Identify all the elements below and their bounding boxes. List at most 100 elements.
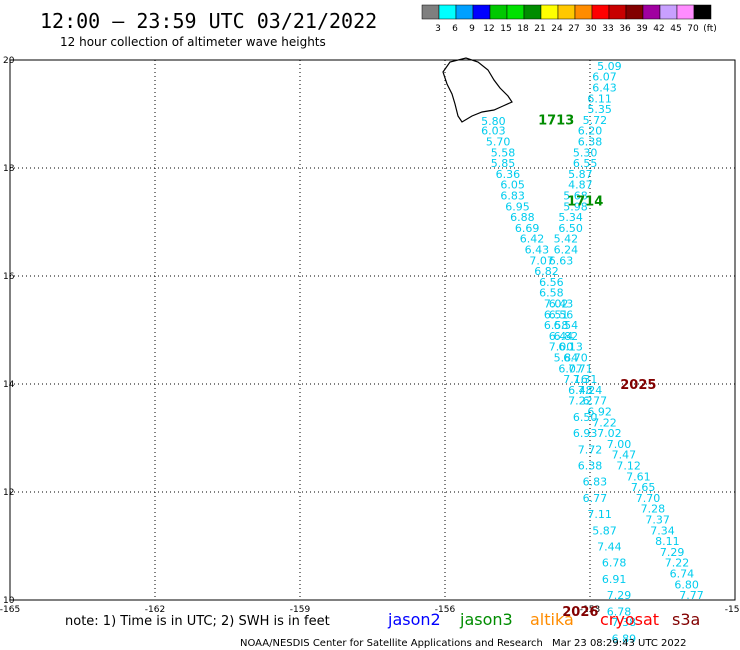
swh-point: 6.11 xyxy=(587,92,612,105)
swh-point: 5.72 xyxy=(583,114,608,127)
swh-point: 7.37 xyxy=(645,514,670,527)
track-label: 1714 xyxy=(567,194,603,209)
swh-point: 6.93 xyxy=(573,427,598,440)
x-tick-label: -156 xyxy=(435,605,456,615)
swh-point: 6.36 xyxy=(496,168,521,181)
colorbar-label: 12 xyxy=(483,24,494,34)
footer-note: note: 1) Time is in UTC; 2) SWH is in fe… xyxy=(65,614,330,629)
swh-point: 6.05 xyxy=(500,179,525,192)
colorbar-swatch xyxy=(659,4,678,20)
swh-point: 6.43 xyxy=(525,244,550,257)
swh-point: 7.31 xyxy=(573,373,598,386)
swh-point: 6.56 xyxy=(539,276,564,289)
y-tick-label: 14 xyxy=(3,380,15,390)
swh-point: 6.43 xyxy=(592,82,617,95)
swh-point: 6.74 xyxy=(670,568,695,581)
swh-point: 6.78 xyxy=(607,605,632,618)
island-outline xyxy=(442,57,513,123)
swh-point: 7.71 xyxy=(568,362,593,375)
colorbar-swatch xyxy=(523,4,542,20)
plot-frame xyxy=(9,59,736,601)
swh-point: 7.22 xyxy=(568,395,593,408)
grid-lines xyxy=(10,60,735,600)
swh-point: 6.83 xyxy=(500,190,525,203)
swh-point: 6.56 xyxy=(549,308,574,321)
colorbar-label: 3 xyxy=(435,24,441,34)
colorbar-swatch xyxy=(489,4,508,20)
colorbar-swatch xyxy=(421,4,440,20)
legend-item: cryosat xyxy=(600,610,659,629)
swh-point: 7.22 xyxy=(665,557,690,570)
colorbar: 3 6 9 12 15 18 21 24 27 30 33 36 39 42 45 70 (ft) xyxy=(421,4,717,34)
swh-point: 7.38 xyxy=(612,616,637,629)
swh-point: 5.87 xyxy=(592,524,617,537)
swh-point: 7.70 xyxy=(636,492,661,505)
swh-point: 7.16 xyxy=(563,373,588,386)
swh-point: 6.24 xyxy=(554,244,579,257)
swh-point: 6.92 xyxy=(587,406,612,419)
legend-item: altika xyxy=(530,610,574,629)
swh-point: 5.84 xyxy=(554,352,579,365)
swh-point: 6.48 xyxy=(568,384,593,397)
swh-point: 6.58 xyxy=(539,287,564,300)
swh-point: 6.88 xyxy=(510,211,535,224)
swh-point: 5.58 xyxy=(491,146,516,159)
swh-point: 7.12 xyxy=(616,460,641,473)
swh-point: 5.34 xyxy=(558,211,583,224)
colorbar-label: 15 xyxy=(500,24,511,34)
swh-point: 6.63 xyxy=(549,254,574,267)
swh-point: 6.69 xyxy=(515,222,540,235)
colorbar-label: 18 xyxy=(517,24,529,34)
colorbar-label: 27 xyxy=(568,24,579,34)
colorbar-swatch xyxy=(557,4,576,20)
colorbar-label: 33 xyxy=(602,24,613,34)
swh-point: 8.11 xyxy=(655,535,680,548)
swh-point: 7.29 xyxy=(607,589,632,602)
colorbar-swatch xyxy=(540,4,559,20)
legend-item: jason3 xyxy=(459,610,513,629)
y-tick-label: 10 xyxy=(3,596,15,606)
swh-point: 6.43 xyxy=(549,298,574,311)
swh-point: 7.22 xyxy=(592,416,617,429)
swh-point: 5.87 xyxy=(568,168,593,181)
colorbar-label: (ft) xyxy=(703,24,717,34)
swh-point: 5.42 xyxy=(554,233,579,246)
swh-point: 7.29 xyxy=(660,546,685,559)
swh-point: 7.02 xyxy=(544,298,569,311)
swh-point: 6.44 xyxy=(549,330,574,343)
legend: jason2 jason3 altika cryosat s3a xyxy=(387,610,700,629)
swh-point: 5.80 xyxy=(481,115,506,128)
swh-point: 6.91 xyxy=(602,573,627,586)
colorbar-swatch xyxy=(608,4,627,20)
track-label: 2025 xyxy=(620,378,656,393)
y-tick-label: 20 xyxy=(3,56,15,66)
colorbar-swatch xyxy=(574,4,593,20)
x-tick-label: -165 xyxy=(0,605,20,615)
swh-point: 6.03 xyxy=(481,125,506,138)
track-label: 1713 xyxy=(538,113,574,128)
y-tick-label: 18 xyxy=(3,164,15,174)
swh-point: 6.83 xyxy=(583,476,608,489)
chart-title: 12:00 – 23:59 UTC 03/21/2022 xyxy=(40,9,377,33)
track-label: 2026 xyxy=(562,605,598,620)
swh-point: 7.28 xyxy=(641,503,666,516)
track-labels: 1713171417151716202420252026 xyxy=(538,113,656,620)
swh-point: 7.07 xyxy=(529,254,554,267)
x-tick-label: -153 xyxy=(580,605,600,615)
swh-point: 6.07 xyxy=(592,71,617,84)
swh-point: 6.42 xyxy=(520,233,545,246)
axis-ticks: -165 -162 -159 -156 -153 -150 10 12 14 16 18 20 xyxy=(0,56,740,615)
swh-point: 6.13 xyxy=(558,341,583,354)
colorbar-label: 70 xyxy=(687,24,699,34)
colorbar-swatch xyxy=(472,4,491,20)
swh-point: 6.80 xyxy=(674,578,699,591)
y-tick-label: 12 xyxy=(3,488,14,498)
swh-point: 6.50 xyxy=(573,411,598,424)
legend-item: jason2 xyxy=(387,610,441,629)
footer-timestamp: Mar 23 08:29:43 UTC 2022 xyxy=(552,638,687,649)
swh-point: 7.11 xyxy=(587,508,612,521)
swh-point: 7.24 xyxy=(578,384,603,397)
colorbar-label: 9 xyxy=(469,24,475,34)
swh-point: 6.54 xyxy=(554,319,579,332)
swh-point: 6.50 xyxy=(558,222,583,235)
